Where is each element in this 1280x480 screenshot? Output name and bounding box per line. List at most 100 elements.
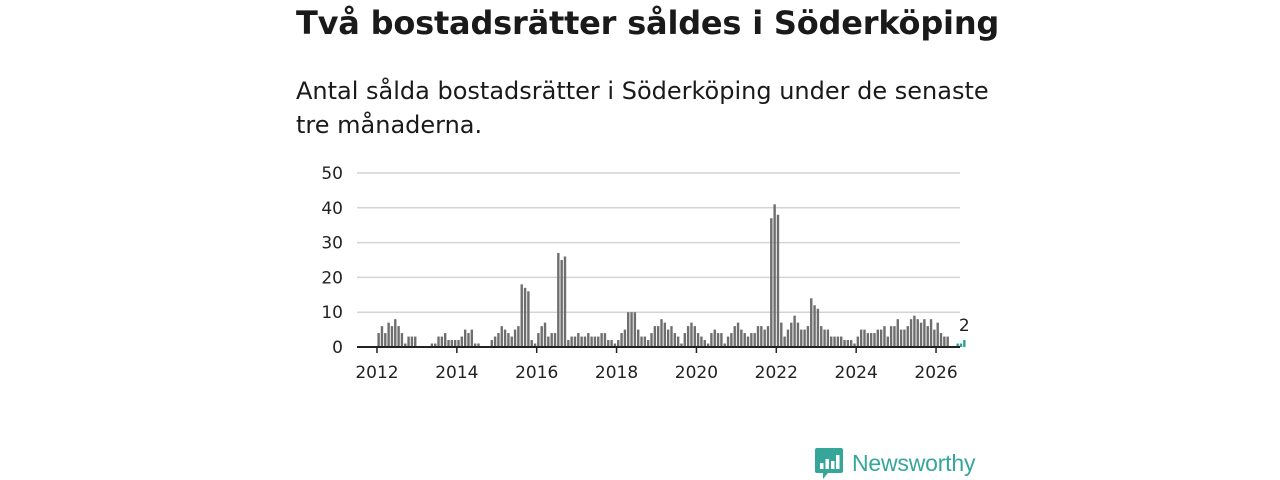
bar	[886, 336, 889, 347]
bar	[560, 260, 563, 347]
bar	[437, 336, 440, 347]
x-tick-label: 2018	[595, 363, 638, 383]
bar	[913, 315, 916, 347]
bar	[743, 333, 746, 347]
bar	[846, 340, 850, 347]
bar	[500, 326, 503, 347]
bar	[583, 336, 587, 347]
bar	[404, 343, 407, 347]
bar	[587, 333, 590, 347]
bar	[517, 326, 520, 347]
bar	[540, 326, 543, 347]
bar	[430, 343, 434, 347]
bar	[533, 343, 537, 347]
bar	[603, 333, 607, 347]
bar	[617, 340, 620, 347]
bar	[696, 333, 700, 347]
bar	[726, 336, 730, 347]
bar	[823, 329, 826, 347]
bar	[740, 329, 743, 347]
bar	[377, 333, 380, 347]
bar	[397, 326, 400, 347]
bar	[387, 322, 390, 347]
bar	[380, 326, 384, 347]
bar	[899, 329, 903, 347]
y-tick-label: 30	[321, 234, 343, 254]
bar	[909, 319, 913, 347]
bar	[570, 336, 573, 347]
bar	[580, 336, 583, 347]
bar	[407, 336, 410, 347]
bar	[853, 343, 856, 347]
bar	[820, 326, 823, 347]
bar	[773, 204, 776, 347]
bar	[463, 329, 467, 347]
chart-subtitle: Antal sålda bostadsrätter i Söderköping …	[296, 77, 989, 139]
bar	[384, 333, 387, 347]
bar	[906, 326, 909, 347]
bar	[573, 336, 577, 347]
bar	[736, 322, 740, 347]
bar	[457, 340, 460, 347]
x-tick-label: 2026	[914, 363, 957, 383]
page-title: Två bostadsrätter såldes i Söderköping	[296, 4, 1000, 42]
y-tick-label: 10	[321, 303, 343, 323]
bar	[730, 333, 733, 347]
bar	[733, 326, 736, 347]
bar	[467, 333, 470, 347]
bar	[577, 333, 580, 347]
bar	[746, 336, 750, 347]
bar	[896, 319, 899, 347]
bar	[643, 336, 647, 347]
bar	[530, 340, 533, 347]
bar	[786, 329, 790, 347]
bar	[450, 340, 454, 347]
bar	[673, 333, 677, 347]
bar	[780, 322, 783, 347]
bar	[816, 308, 820, 347]
bar	[620, 333, 623, 347]
brand: Newsworthy	[814, 446, 975, 480]
bar	[627, 312, 630, 347]
bar	[803, 329, 806, 347]
bar	[946, 336, 949, 347]
bar	[503, 329, 507, 347]
bar	[666, 329, 670, 347]
bar	[590, 336, 593, 347]
bar	[869, 333, 873, 347]
bar	[637, 329, 640, 347]
bar	[660, 319, 663, 347]
bar	[443, 333, 447, 347]
y-tick-label: 50	[321, 164, 343, 184]
bar	[690, 322, 693, 347]
bar	[783, 336, 786, 347]
bar	[507, 333, 510, 347]
bar	[600, 333, 603, 347]
bar	[810, 298, 813, 347]
bar	[706, 343, 710, 347]
highlighted-bar	[956, 343, 959, 347]
bar	[593, 336, 597, 347]
bar	[550, 333, 553, 347]
bar	[916, 319, 919, 347]
highlighted-bar	[963, 340, 966, 347]
bar	[650, 333, 653, 347]
bar	[939, 333, 943, 347]
bar	[693, 326, 696, 347]
y-axis: 0 10 20 30 40 50	[321, 164, 343, 358]
x-tick-label: 2022	[755, 363, 798, 383]
bar	[776, 214, 780, 347]
bar	[390, 326, 394, 347]
bar	[640, 336, 643, 347]
bar	[806, 326, 810, 347]
bar	[723, 343, 726, 347]
bar	[543, 322, 547, 347]
bar	[876, 329, 879, 347]
x-axis: 2012 2014 2016 2018 2020 2022 2024 2026	[355, 347, 958, 383]
bar	[557, 253, 560, 347]
bar	[813, 305, 816, 347]
bar	[753, 333, 756, 347]
bar	[490, 340, 493, 347]
bar	[610, 340, 613, 347]
bar	[763, 329, 766, 347]
